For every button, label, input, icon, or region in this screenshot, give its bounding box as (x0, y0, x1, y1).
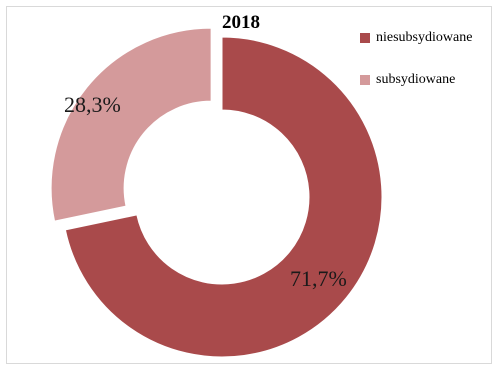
legend-swatch-subsydiowane (360, 75, 370, 85)
donut-slice-niesubsydiowane (64, 36, 383, 358)
chart-legend: niesubsydiowane subsydiowane (360, 30, 472, 114)
data-label-subsydiowane: 28,3% (64, 92, 121, 117)
legend-label-subsydiowane: subsydiowane (376, 72, 456, 87)
chart-title: 2018 (222, 12, 260, 33)
legend-item-niesubsydiowane: niesubsydiowane (360, 30, 472, 46)
legend-item-subsydiowane: subsydiowane (360, 72, 472, 88)
legend-swatch-niesubsydiowane (360, 33, 370, 43)
donut-slice-subsydiowane (50, 27, 212, 222)
legend-label-niesubsydiowane: niesubsydiowane (376, 30, 473, 45)
data-label-niesubsydiowane: 71,7% (290, 266, 347, 291)
